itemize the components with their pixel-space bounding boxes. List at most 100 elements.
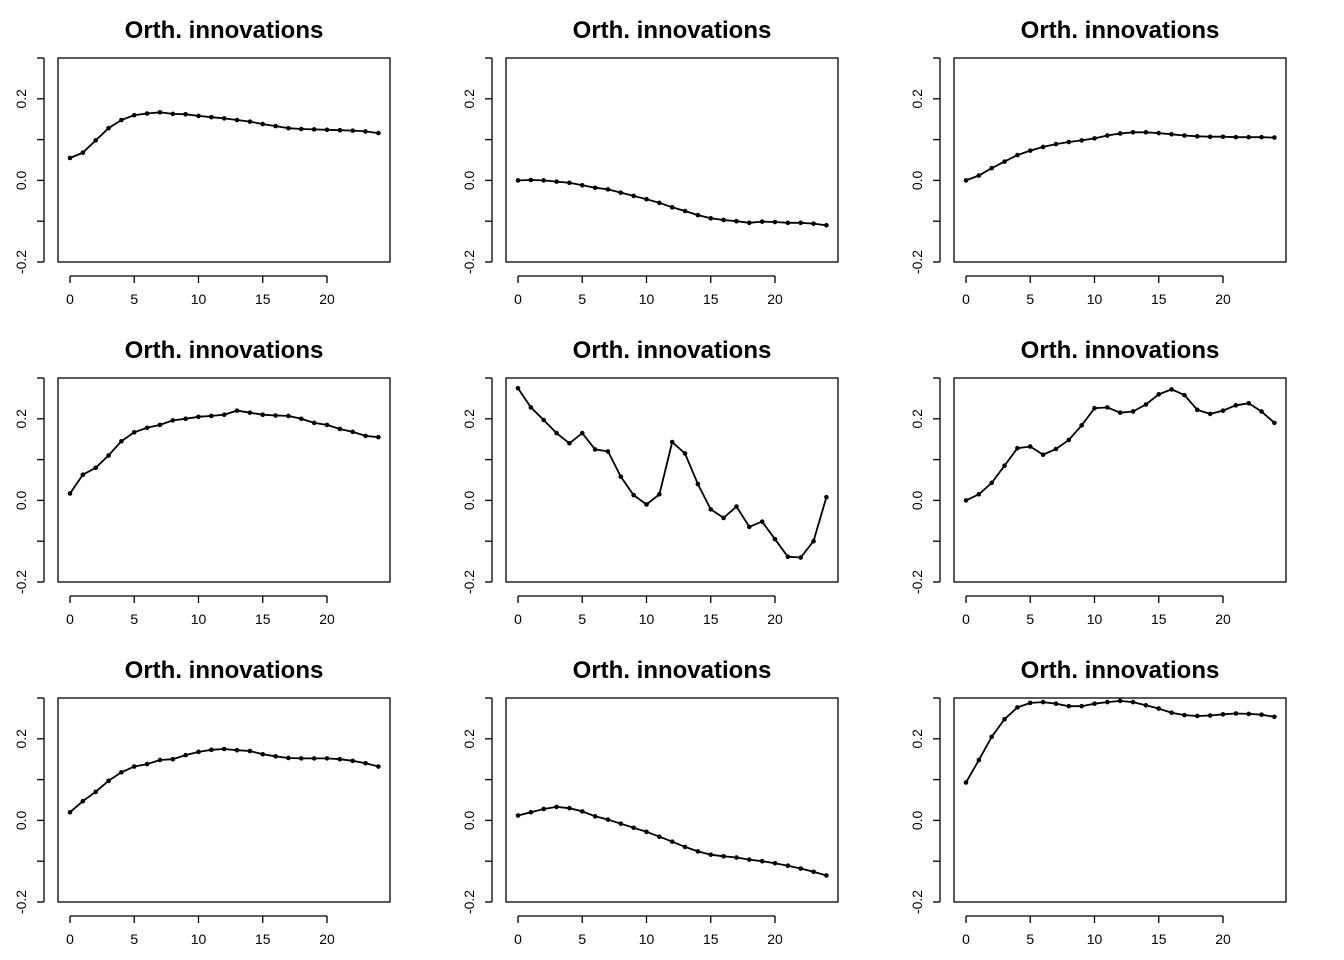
x-tick-label: 20	[767, 931, 783, 947]
x-tick-label: 0	[514, 611, 522, 627]
data-point	[1040, 699, 1046, 705]
data-point	[528, 809, 534, 815]
data-point	[824, 494, 829, 500]
x-tick-label: 0	[66, 611, 74, 627]
y-tick-label: -0.2	[461, 570, 477, 594]
data-point	[170, 756, 176, 762]
data-point	[311, 756, 317, 761]
data-point	[682, 844, 688, 850]
y-tick-label: 0.0	[13, 490, 29, 510]
data-point	[273, 413, 278, 418]
data-point	[1117, 698, 1123, 704]
y-tick-label: 0.0	[461, 810, 477, 830]
data-point	[1272, 714, 1277, 720]
data-point	[350, 128, 356, 133]
data-point	[1130, 699, 1136, 705]
data-point	[1015, 445, 1020, 451]
x-tick-label: 0	[962, 611, 970, 627]
data-point	[234, 408, 240, 413]
data-point	[311, 420, 317, 426]
data-point	[644, 502, 649, 507]
data-point	[644, 196, 649, 202]
data-point	[567, 180, 572, 186]
data-point	[234, 117, 240, 123]
y-tick-label: 0.2	[909, 729, 925, 749]
data-point	[824, 873, 829, 878]
chart-title: Orth. innovations	[1021, 657, 1220, 684]
data-point	[579, 809, 585, 814]
data-point	[976, 757, 982, 763]
data-point	[657, 491, 662, 497]
data-point	[324, 422, 330, 428]
data-point	[772, 219, 778, 225]
y-tick-label: -0.2	[909, 570, 925, 594]
y-tick-label: 0.2	[461, 409, 477, 429]
data-point	[221, 412, 227, 418]
data-point	[1092, 136, 1097, 141]
data-point	[708, 852, 714, 857]
plot-frame	[505, 377, 839, 583]
data-point	[772, 536, 778, 542]
data-point	[1053, 701, 1059, 707]
data-point	[273, 754, 278, 759]
data-point	[567, 440, 572, 446]
data-point	[785, 220, 791, 226]
y-tick-label: 0.2	[461, 729, 477, 749]
data-point	[324, 127, 330, 133]
data-point	[209, 114, 214, 120]
y-tick-label: 0.2	[13, 89, 29, 109]
x-tick-label: 5	[578, 291, 586, 307]
data-point	[1233, 711, 1239, 716]
data-point	[657, 200, 662, 206]
chart-title: Orth. innovations	[125, 657, 324, 684]
data-point	[209, 747, 214, 753]
data-point	[80, 472, 86, 477]
data-point	[144, 111, 150, 116]
chart-title: Orth. innovations	[125, 17, 324, 44]
plot-frame	[505, 57, 839, 263]
chart-panel-7: Orth. innovations -0.2 0.0 0.2 0 5 10 15 20	[13, 657, 391, 947]
data-point	[1079, 703, 1084, 709]
y-tick-label: 0.0	[13, 810, 29, 830]
data-point	[554, 430, 559, 436]
data-point	[759, 219, 765, 224]
data-point	[541, 178, 546, 183]
data-point	[747, 857, 752, 862]
y-tick-label: 0.2	[909, 409, 925, 429]
x-tick-label: 15	[1151, 931, 1167, 947]
data-point	[554, 804, 559, 810]
data-point	[631, 492, 636, 498]
y-tick-label: 0.2	[13, 409, 29, 429]
data-point	[1002, 463, 1007, 469]
data-point	[734, 218, 739, 224]
data-point	[734, 855, 739, 860]
data-point	[976, 491, 982, 497]
x-tick-label: 0	[514, 931, 522, 947]
data-point	[1195, 713, 1200, 719]
series-line	[965, 388, 1275, 502]
data-point	[196, 749, 201, 755]
x-tick-label: 10	[1087, 611, 1103, 627]
data-point	[1156, 706, 1162, 711]
y-tick-label: 0.2	[461, 89, 477, 109]
data-point	[528, 405, 534, 410]
data-point	[80, 798, 86, 804]
data-point	[260, 412, 266, 418]
data-point	[247, 119, 253, 124]
series-line	[965, 131, 1275, 182]
data-point	[106, 125, 111, 131]
data-point	[1169, 131, 1174, 137]
data-point	[554, 179, 559, 184]
data-point	[1220, 134, 1226, 140]
data-point	[1092, 701, 1097, 707]
data-point	[1040, 452, 1046, 458]
data-point	[1053, 446, 1059, 452]
chart-panel-5: Orth. innovations -0.2 0.0 0.2 0 5 10 15 20	[461, 337, 839, 627]
data-point	[1246, 711, 1251, 717]
data-point	[515, 385, 521, 391]
y-tick-label: 0.2	[909, 89, 925, 109]
x-tick-label: 20	[1215, 291, 1231, 307]
data-point	[93, 789, 98, 795]
data-point	[350, 758, 356, 764]
data-point	[1002, 716, 1007, 722]
